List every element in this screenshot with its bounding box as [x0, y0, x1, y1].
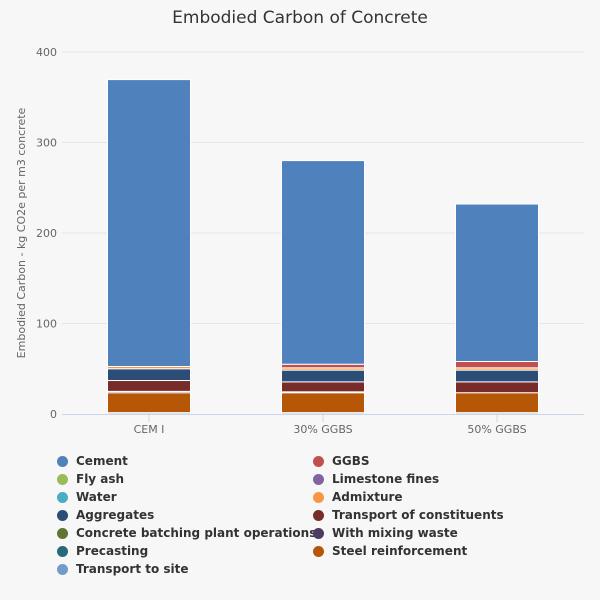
y-axis-title: Embodied Carbon - kg CO2e per m3 concret… [15, 107, 28, 358]
legend-marker-icon [57, 509, 68, 521]
legend-label: Limestone fines [332, 472, 440, 486]
bar-segment-transport-of-constituents[interactable] [107, 380, 191, 392]
legend-item[interactable]: Water [57, 490, 117, 504]
legend-label: With mixing waste [332, 526, 458, 540]
legend-item[interactable]: Limestone fines [313, 472, 439, 486]
bar-segment-cement[interactable] [107, 79, 191, 367]
legend-marker-icon [313, 545, 324, 557]
legend-label: GGBS [332, 454, 370, 468]
bar-segment-steel-reinforcement[interactable] [281, 392, 365, 414]
legend-item[interactable]: With mixing waste [313, 526, 458, 540]
legend-label: Cement [76, 454, 128, 468]
legend-item[interactable]: Transport of constituents [313, 508, 504, 522]
legend-item[interactable]: Precasting [57, 544, 148, 558]
legend-marker-icon [57, 527, 68, 539]
y-tick-label: 0 [50, 408, 57, 421]
legend-label: Precasting [76, 544, 149, 558]
legend-marker-icon [57, 491, 68, 503]
legend-item[interactable]: Fly ash [57, 472, 124, 486]
bar-segment-aggregates[interactable] [107, 368, 191, 382]
y-tick-label: 100 [36, 318, 57, 331]
legend-label: Transport to site [76, 562, 189, 576]
legend-item[interactable]: GGBS [313, 454, 370, 468]
legend-item[interactable]: Steel reinforcement [313, 544, 467, 558]
legend-label: Concrete batching plant operations [76, 526, 317, 540]
legend-marker-icon [57, 563, 68, 575]
y-tick-label: 300 [36, 137, 57, 150]
y-tick-label: 400 [36, 46, 57, 59]
bar-segment-aggregates[interactable] [455, 369, 539, 383]
legend-marker-icon [313, 527, 324, 539]
legend-marker-icon [57, 473, 68, 485]
y-tick-label: 200 [36, 227, 57, 240]
bar-segment-aggregates[interactable] [281, 369, 365, 383]
legend-marker-icon [57, 455, 68, 467]
bar-segment-steel-reinforcement[interactable] [107, 392, 191, 414]
bar-segment-steel-reinforcement[interactable] [455, 392, 539, 414]
legend-label: Aggregates [76, 508, 155, 522]
chart-title: Embodied Carbon of Concrete [172, 8, 428, 28]
x-tick-label: 50% GGBS [467, 423, 526, 436]
legend-marker-icon [313, 473, 324, 485]
bar-segment-cement[interactable] [281, 160, 365, 365]
legend-item[interactable]: Cement [57, 454, 128, 468]
legend-marker-icon [313, 491, 324, 503]
legend-marker-icon [313, 455, 324, 467]
legend-label: Transport of constituents [332, 508, 504, 522]
legend-marker-icon [57, 545, 68, 557]
legend-item[interactable]: Admixture [313, 490, 403, 504]
bar-segment-transport-of-constituents[interactable] [455, 381, 539, 394]
plot-area: 0 100 200 300 400 Embodied Carbon - kg CO2e p… [15, 46, 584, 436]
legend-label: Water [76, 490, 117, 504]
x-tick-label: CEM I [134, 423, 165, 436]
legend-label: Admixture [332, 490, 403, 504]
bar-segment-cement[interactable] [455, 203, 539, 363]
legend-label: Fly ash [76, 472, 125, 486]
x-tick-label: 30% GGBS [293, 423, 352, 436]
legend-item[interactable]: Aggregates [57, 508, 154, 522]
bar-segment-ggbs[interactable] [281, 363, 365, 369]
bar-segment-ggbs[interactable] [455, 361, 539, 369]
legend-marker-icon [313, 509, 324, 521]
legend-item[interactable]: Transport to site [57, 562, 189, 576]
legend-item[interactable]: Concrete batching plant operations [57, 526, 316, 540]
bar-segment-transport-of-constituents[interactable] [281, 381, 365, 393]
legend-label: Steel reinforcement [332, 544, 468, 558]
